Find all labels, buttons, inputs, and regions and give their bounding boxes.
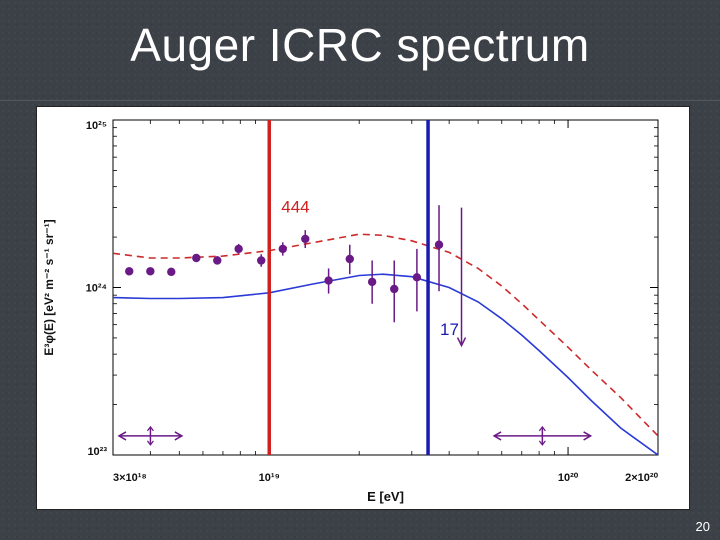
upper-limit-arrowhead — [456, 337, 467, 348]
dashed-model-curve — [113, 233, 658, 437]
arrowhead-up — [146, 425, 154, 432]
data-point — [146, 267, 155, 276]
slide-title: Auger ICRC spectrum — [130, 19, 590, 71]
page-number: 20 — [695, 519, 710, 534]
plot-frame — [112, 119, 659, 456]
threshold-label: 444 — [281, 198, 309, 217]
data-point — [234, 244, 243, 254]
data-point — [278, 244, 287, 254]
arrowhead-left — [117, 431, 127, 441]
x-tick-label: 3×10¹⁸ — [113, 472, 147, 484]
arrowhead-up — [538, 425, 546, 432]
chart-panel: 3×10¹⁸ 10¹⁹ 10²⁰ 2×10²⁰ 10²³ 10²⁴ 10²⁵ E [eV] E³… — [36, 106, 690, 510]
arrowhead-down — [538, 440, 546, 446]
data-point — [167, 267, 176, 277]
solid-model-curve — [113, 273, 658, 455]
y-tick-label: 10²⁵ — [86, 120, 107, 132]
title-divider — [0, 100, 720, 101]
x-tick-label: 10¹⁹ — [259, 472, 280, 484]
data-point — [125, 267, 134, 276]
arrowhead-right — [174, 431, 184, 441]
data-point — [345, 254, 354, 264]
y-tick-label: 10²³ — [87, 446, 107, 458]
data-point — [390, 284, 399, 294]
data-point — [192, 253, 201, 263]
y-axis-label: E³φ(E) [eV² m⁻² s⁻¹ sr⁻¹] — [42, 219, 56, 355]
threshold-label: 17 — [440, 320, 459, 339]
data-point — [367, 277, 377, 287]
data-point — [412, 273, 422, 282]
x-tick-label: 10²⁰ — [558, 472, 579, 484]
x-tick-label: 2×10²⁰ — [625, 472, 658, 484]
data-point — [324, 276, 333, 285]
arrowhead-left — [492, 431, 502, 441]
x-axis-label: E [eV] — [367, 489, 404, 504]
data-point — [434, 240, 444, 249]
spectrum-chart: 3×10¹⁸ 10¹⁹ 10²⁰ 2×10²⁰ 10²³ 10²⁴ 10²⁵ E [eV] E³… — [42, 119, 659, 504]
data-point — [213, 256, 222, 265]
arrowhead-down — [146, 440, 154, 446]
y-tick-label: 10²⁴ — [86, 283, 107, 295]
arrowhead-right — [583, 431, 593, 441]
data-point — [257, 256, 266, 265]
data-point — [301, 234, 310, 244]
